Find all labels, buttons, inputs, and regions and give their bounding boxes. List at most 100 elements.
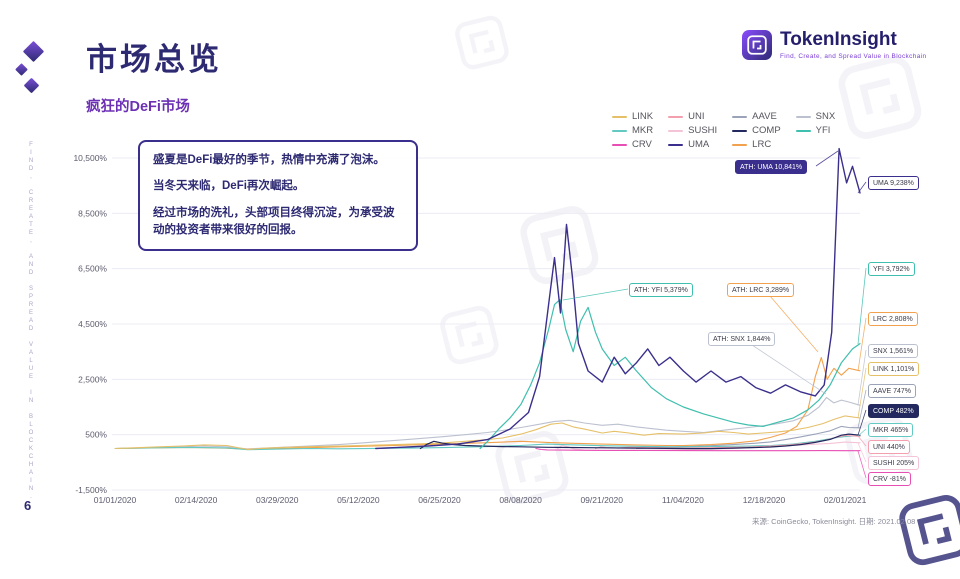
legend-label: LINK	[632, 111, 654, 122]
legend-item-uni: UNI	[668, 111, 717, 122]
annotation-leader-line	[769, 295, 819, 353]
legend-label: LRC	[752, 139, 772, 150]
page-title: 市场总览	[86, 42, 222, 77]
defi-roi-line-chart: 10,500% 8,500% 6,500% 4,500% 2,500% 500% -1,50…	[73, 147, 867, 505]
legend-item-crv: CRV	[612, 139, 653, 150]
chart-annotation: ATH: LRC 3,289%	[727, 283, 795, 297]
chart-annotation: ATH: UMA 10,841%	[735, 160, 808, 174]
note-line-3: 经过市场的洗礼，头部项目终得沉淀，为承受波动的投资者带来很好的回报。	[153, 206, 395, 236]
legend-swatch	[612, 129, 627, 132]
annotation-leader-line	[857, 181, 867, 194]
chart-annotation: UNI 440%	[868, 440, 910, 454]
chart-legend: LINK UNI AAVE SNX MKR SUSHI COMP YFI CRV UMA LRC	[612, 111, 835, 150]
series-line-uma	[375, 147, 861, 450]
x-tick-label: 01/01/2020	[94, 495, 137, 505]
chart-annotation: UMA 9,238%	[868, 176, 919, 190]
x-tick-label: 02/01/2021	[824, 495, 867, 505]
legend-label: UNI	[688, 111, 705, 122]
chart-annotation: COMP 482%	[868, 404, 919, 418]
x-tick-label: 09/21/2020	[580, 495, 623, 505]
chart-annotation: LINK 1,101%	[868, 362, 920, 376]
x-tick-label: 08/08/2020	[499, 495, 542, 505]
legend-swatch	[612, 115, 627, 118]
annotation-leader-line	[857, 267, 867, 345]
annotation-note-box: 盛夏是DeFi最好的季节，热情中充满了泡沫。 当冬天来临，DeFi再次崛起。 经…	[138, 140, 418, 251]
x-tick-label: 03/29/2020	[256, 495, 299, 505]
legend-swatch	[732, 129, 748, 132]
legend-item-uma: UMA	[668, 139, 717, 150]
y-tick-label: 8,500%	[78, 208, 107, 218]
legend-label: COMP	[752, 125, 781, 136]
chart-annotation: AAVE 747%	[868, 384, 917, 398]
y-tick-label: -1,500%	[75, 485, 107, 495]
x-tick-label: 06/25/2020	[418, 495, 461, 505]
brand-text-block: TokenInsight Find, Create, and Spread Va…	[780, 30, 926, 60]
chart-annotation: CRV -81%	[868, 472, 911, 486]
vertical-motto: FIND, CREATE, AND SPREAD VALUE IN BLOCKC…	[28, 142, 34, 502]
slide-market-overview: { "header": { "title": "市场总览", "subtitle…	[15, 13, 960, 540]
annotation-leader-line	[857, 450, 867, 479]
series-line-yfi	[479, 299, 861, 450]
legend-item-snx: SNX	[795, 111, 836, 122]
y-tick-label: 500%	[85, 430, 107, 440]
series-line-sushi	[556, 441, 861, 452]
series-line-crv	[535, 447, 861, 452]
legend-label: AAVE	[752, 111, 777, 122]
brand-name: TokenInsight	[780, 29, 897, 50]
x-tick-label: 02/14/2020	[175, 495, 218, 505]
legend-item-comp: COMP	[732, 125, 781, 136]
legend-label: UMA	[688, 139, 710, 150]
legend-item-aave: AAVE	[732, 111, 781, 122]
annotation-leader-line	[857, 367, 867, 419]
annotation-leader-line	[857, 435, 867, 447]
legend-swatch	[732, 143, 748, 146]
y-tick-label: 6,500%	[78, 264, 107, 274]
legend-label: MKR	[632, 125, 654, 136]
legend-item-mkr: MKR	[612, 125, 653, 136]
legend-label: SNX	[815, 111, 836, 122]
annotation-leader-line	[751, 344, 827, 395]
legend-item-link: LINK	[612, 111, 653, 122]
legend-swatch	[612, 143, 627, 146]
annotation-leader-line	[857, 409, 867, 436]
legend-label: YFI	[815, 125, 831, 136]
chart-annotation: LRC 2,808%	[868, 312, 918, 326]
source-line: 来源: CoinGecko, TokenInsight. 日期: 2021.02…	[752, 517, 916, 526]
brand-logo: TokenInsight Find, Create, and Spread Va…	[742, 30, 926, 60]
chart-annotation: ATH: YFI 5,379%	[629, 283, 693, 297]
page-number: 6	[24, 498, 32, 513]
legend-swatch	[795, 115, 811, 118]
series-line-mkr	[114, 435, 861, 451]
legend-label: SUSHI	[688, 125, 718, 136]
legend-item-sushi: SUSHI	[668, 125, 717, 136]
legend-item-lrc: LRC	[732, 139, 781, 150]
legend-swatch	[668, 143, 684, 146]
legend-swatch	[795, 129, 811, 132]
chart-annotation: ATH: SNX 1,844%	[708, 332, 776, 346]
y-tick-label: 10,500%	[73, 153, 107, 163]
series-line-lrc	[114, 356, 861, 450]
legend-label: CRV	[632, 139, 652, 150]
annotation-leader-line	[815, 150, 839, 167]
legend-item-yfi: YFI	[795, 125, 836, 136]
annotation-leader-line	[857, 349, 867, 406]
brand-tagline: Find, Create, and Spread Value in Blockc…	[780, 53, 927, 60]
annotation-leader-line	[857, 389, 867, 429]
chart-annotation: SUSHI 205%	[868, 456, 920, 470]
annotation-leader-line	[857, 317, 867, 372]
tokeninsight-logo-icon	[742, 30, 772, 60]
x-tick-label: 12/18/2020	[743, 495, 786, 505]
y-tick-label: 2,500%	[78, 374, 107, 384]
chart-annotation: YFI 3,792%	[868, 262, 915, 276]
note-line-1: 盛夏是DeFi最好的季节，热情中充满了泡沫。	[153, 154, 385, 166]
annotation-leader-line	[857, 442, 867, 463]
x-tick-label: 11/04/2020	[662, 495, 704, 505]
note-line-2: 当冬天来临，DeFi再次崛起。	[153, 180, 305, 193]
y-tick-label: 4,500%	[78, 319, 107, 329]
legend-swatch	[668, 115, 684, 118]
annotation-leader-line	[562, 288, 629, 301]
legend-swatch	[668, 129, 684, 132]
series-line-link	[114, 415, 861, 451]
legend-swatch	[732, 115, 748, 118]
page-subtitle: 疯狂的DeFi市场	[86, 99, 190, 115]
